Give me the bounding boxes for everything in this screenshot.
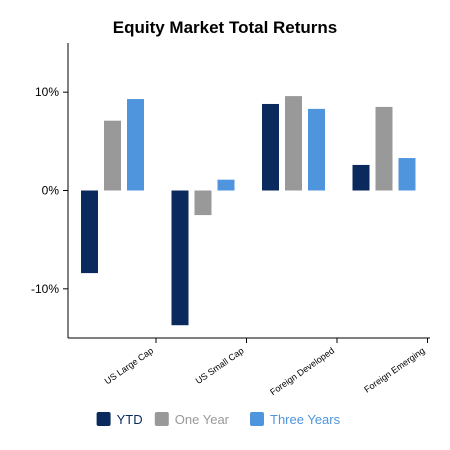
legend: YTD One Year Three Years — [96, 412, 341, 427]
x-tick-label: Foreign Emerging — [362, 345, 426, 394]
bar — [171, 190, 189, 326]
bar — [104, 120, 121, 191]
bar — [375, 106, 393, 191]
legend-swatch — [96, 412, 111, 426]
chart-title: Equity Market Total Returns — [113, 18, 338, 37]
y-axis: 10% 0% -10% — [31, 43, 69, 338]
bar — [217, 179, 235, 191]
bar — [81, 190, 98, 274]
bar — [308, 108, 325, 191]
x-tick-label: Foreign Developed — [268, 345, 336, 397]
x-tick-label: US Small Cap — [194, 345, 246, 386]
y-tick-label: 10% — [35, 85, 59, 99]
bars — [81, 96, 416, 326]
x-tick-label: US Large Cap — [103, 345, 155, 386]
y-tick-label: -10% — [31, 282, 59, 296]
bar — [127, 99, 144, 191]
legend-swatch — [250, 412, 264, 426]
legend-swatch — [154, 412, 169, 426]
bar — [398, 158, 416, 191]
bar — [352, 164, 370, 191]
y-tick-label: 0% — [42, 184, 60, 198]
bar — [194, 190, 212, 216]
legend-label: YTD — [117, 412, 143, 427]
legend-label: Three Years — [270, 412, 341, 427]
bar — [262, 103, 279, 191]
x-axis: US Large Cap US Small Cap Foreign Develope… — [68, 337, 430, 397]
legend-label: One Year — [175, 412, 230, 427]
bar — [285, 96, 302, 191]
